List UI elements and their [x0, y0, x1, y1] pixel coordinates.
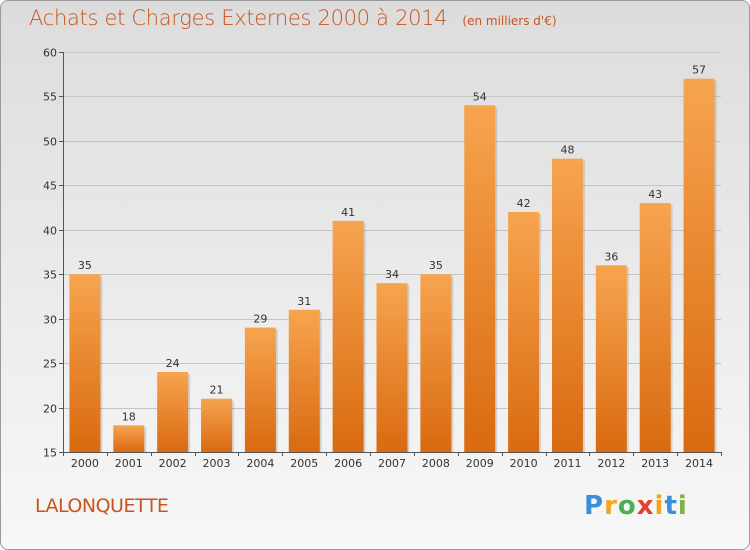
- x-tick-label: 2009: [466, 457, 494, 470]
- logo-letter: i: [654, 491, 665, 521]
- bar-2004: [244, 327, 276, 452]
- value-label: 24: [166, 357, 180, 370]
- bar-2005: [288, 309, 320, 452]
- value-label: 57: [692, 64, 706, 77]
- y-tick-label: 30: [43, 314, 57, 327]
- y-tick-label: 40: [43, 225, 57, 238]
- logo-letter: r: [604, 491, 618, 521]
- x-tick-label: 2004: [246, 457, 274, 470]
- x-tick-label: 2012: [597, 457, 625, 470]
- value-label: 31: [297, 295, 311, 308]
- bar-2002: [157, 372, 189, 452]
- x-tick-label: 2000: [71, 457, 99, 470]
- x-tick-label: 2013: [641, 457, 669, 470]
- x-tick-label: 2008: [422, 457, 450, 470]
- value-label: 35: [429, 259, 443, 272]
- bar-2000: [69, 274, 101, 452]
- bar-2011: [551, 158, 583, 452]
- value-label: 18: [122, 410, 136, 423]
- bar-2007: [376, 283, 408, 452]
- y-tick-label: 45: [43, 180, 57, 193]
- labels: 2000 35 2001 18 2002 24 2003 21 2004 29 2005 31 2006…: [71, 64, 713, 470]
- logo-letter: x: [636, 491, 655, 521]
- bar-2008: [420, 274, 452, 452]
- value-label: 42: [517, 197, 531, 210]
- bar-2012: [595, 265, 627, 452]
- bar-2006: [332, 220, 364, 452]
- value-label: 34: [385, 268, 399, 281]
- bar-2001: [113, 425, 145, 452]
- y-tick-label: 15: [43, 447, 57, 460]
- value-label: 41: [341, 206, 355, 219]
- axes: 15 20 25 30 35 40 45 50 55 60: [43, 47, 722, 460]
- x-tick-label: 2006: [334, 457, 362, 470]
- y-tick-label: 50: [43, 136, 57, 149]
- chart-title: Achats et Charges Externes 2000 à 2014 (…: [29, 6, 557, 30]
- y-tick-label: 25: [43, 358, 57, 371]
- chart-title-unit: (en milliers d'€): [462, 14, 557, 28]
- logo-letter: t: [664, 491, 678, 521]
- bar-2014: [683, 78, 715, 453]
- x-tick-label: 2001: [115, 457, 143, 470]
- value-label: 48: [560, 144, 574, 157]
- y-tick-label: 20: [43, 403, 57, 416]
- logo-letter: o: [617, 491, 637, 521]
- bar-2010: [508, 212, 540, 452]
- y-tick-label: 55: [43, 91, 57, 104]
- x-tick-label: 2007: [378, 457, 406, 470]
- x-tick-label: 2014: [685, 457, 713, 470]
- value-label: 29: [253, 313, 267, 326]
- chart-title-main: Achats et Charges Externes 2000 à 2014: [29, 6, 448, 30]
- logo-letter: P: [584, 491, 605, 521]
- x-tick-label: 2002: [159, 457, 187, 470]
- value-label: 35: [78, 259, 92, 272]
- value-label: 43: [648, 188, 662, 201]
- y-tick-label: 60: [43, 47, 57, 60]
- bar-2013: [639, 203, 671, 452]
- commune-name: LALONQUETTE: [35, 495, 169, 517]
- y-tick-label: 35: [43, 269, 57, 282]
- value-label: 21: [210, 384, 224, 397]
- bar-2009: [464, 105, 496, 452]
- x-tick-label: 2011: [553, 457, 581, 470]
- proxiti-logo: Proxiti: [584, 491, 688, 521]
- x-tick-label: 2003: [203, 457, 231, 470]
- bar-2003: [201, 398, 233, 452]
- bars: [69, 78, 717, 453]
- x-tick-label: 2010: [510, 457, 538, 470]
- logo-letter: i: [677, 491, 688, 521]
- x-tick-label: 2005: [290, 457, 318, 470]
- value-label: 54: [473, 90, 487, 103]
- value-label: 36: [604, 250, 618, 263]
